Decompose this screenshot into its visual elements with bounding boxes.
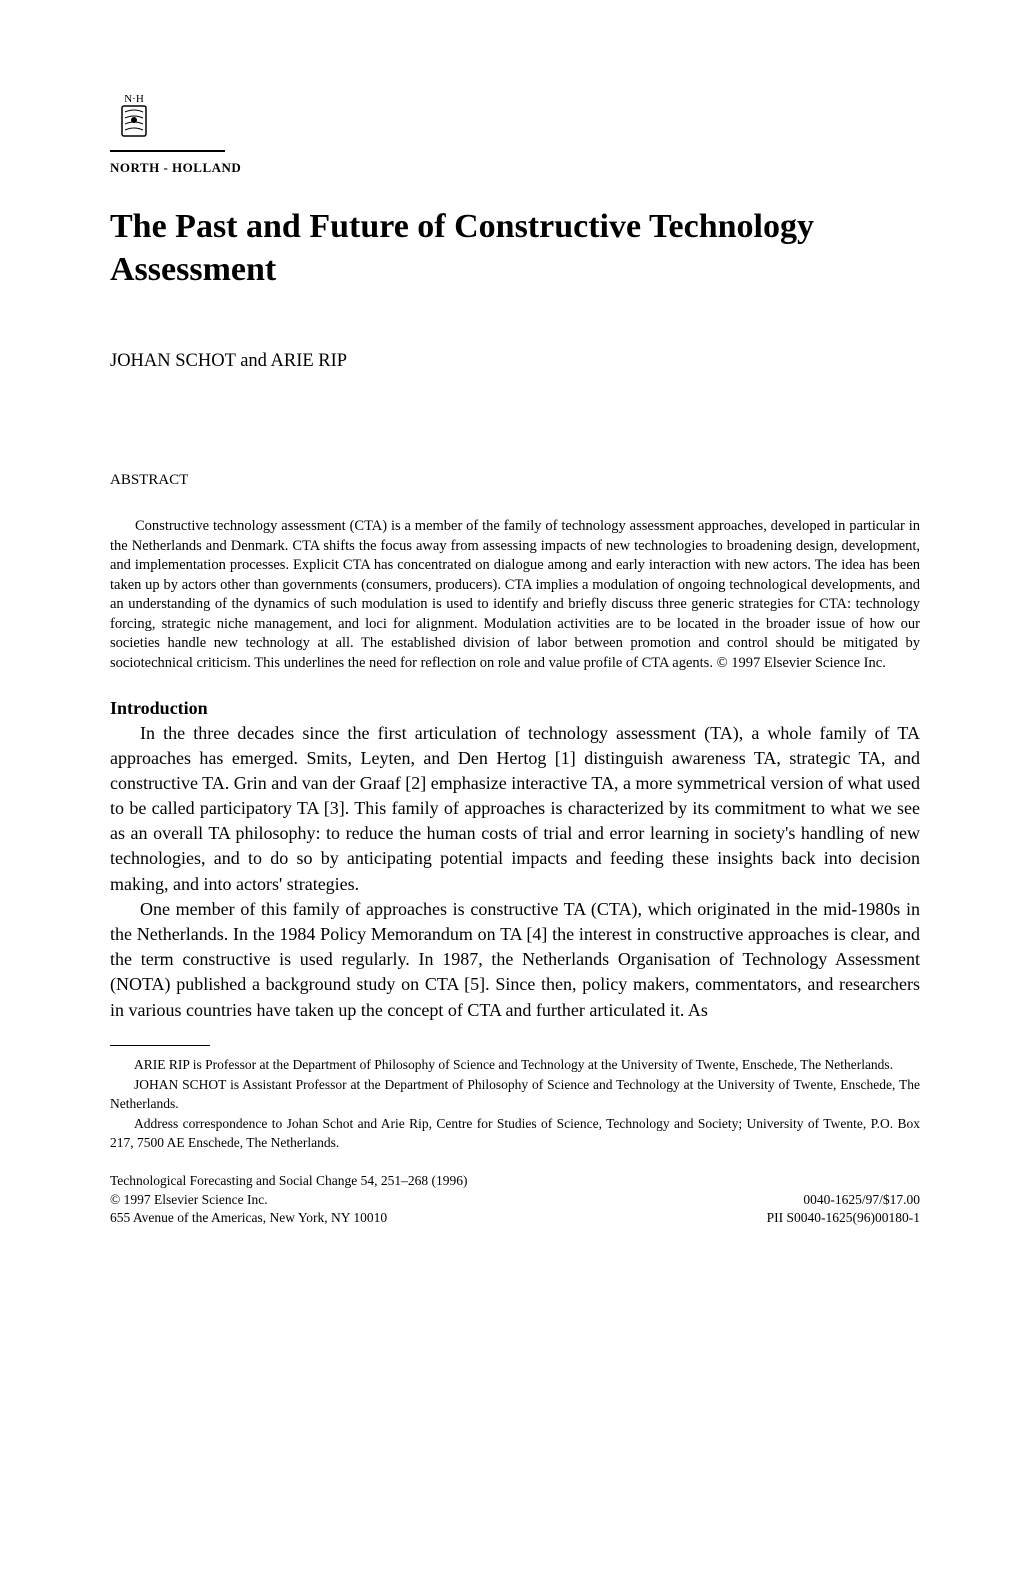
journal-citation: Technological Forecasting and Social Cha… (110, 1172, 467, 1190)
footnote: Address correspondence to Johan Schot an… (110, 1115, 920, 1153)
introduction-heading: Introduction (110, 698, 920, 719)
abstract-text: Constructive technology assessment (CTA)… (110, 517, 920, 674)
body-paragraph: One member of this family of approaches … (110, 897, 920, 1023)
footnote-divider (110, 1045, 210, 1046)
footnote: JOHAN SCHOT is Assistant Professor at th… (110, 1076, 920, 1114)
publisher-block: N·H NORTH - HOLLAND (110, 90, 920, 176)
introduction-section: Introduction In the three decades since … (110, 698, 920, 1023)
article-title: The Past and Future of Constructive Tech… (110, 206, 920, 291)
publisher-logo-icon: N·H (110, 90, 158, 146)
logo-initials: N·H (124, 93, 144, 105)
journal-copyright: © 1997 Elsevier Science Inc. (110, 1191, 268, 1209)
body-paragraph: In the three decades since the first art… (110, 721, 920, 897)
journal-info-block: Technological Forecasting and Social Cha… (110, 1172, 920, 1227)
abstract-heading: ABSTRACT (110, 472, 920, 489)
journal-issn-price: 0040-1625/97/$17.00 (803, 1191, 920, 1209)
footnote: ARIE RIP is Professor at the Department … (110, 1056, 920, 1075)
publisher-name: NORTH - HOLLAND (110, 160, 920, 176)
journal-pii: PII S0040-1625(96)00180-1 (767, 1209, 920, 1227)
journal-address: 655 Avenue of the Americas, New York, NY… (110, 1209, 387, 1227)
article-authors: JOHAN SCHOT and ARIE RIP (110, 351, 920, 372)
publisher-divider (110, 150, 225, 152)
